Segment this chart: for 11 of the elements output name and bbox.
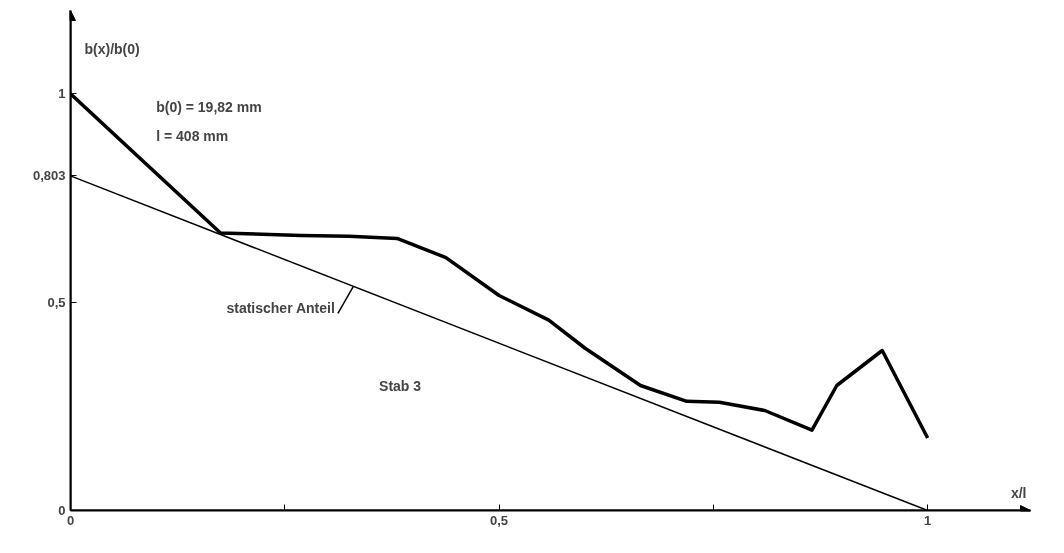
annotation: l = 408 mm xyxy=(156,127,229,144)
y-tick-label: 0,5 xyxy=(47,294,66,310)
x-axis-title: x/l xyxy=(1010,484,1027,501)
annotation: b(0) = 19,82 mm xyxy=(156,98,262,115)
x-tick-label: 1 xyxy=(924,512,932,528)
x-tick-label: 0,5 xyxy=(490,512,509,528)
y-axis-title: b(x)/b(0) xyxy=(84,40,140,57)
annotation: statischer Anteil xyxy=(226,300,335,317)
y-tick-label: 0,803 xyxy=(32,168,66,184)
annotation: Stab 3 xyxy=(379,377,422,394)
y-tick-label: 1 xyxy=(58,86,66,102)
